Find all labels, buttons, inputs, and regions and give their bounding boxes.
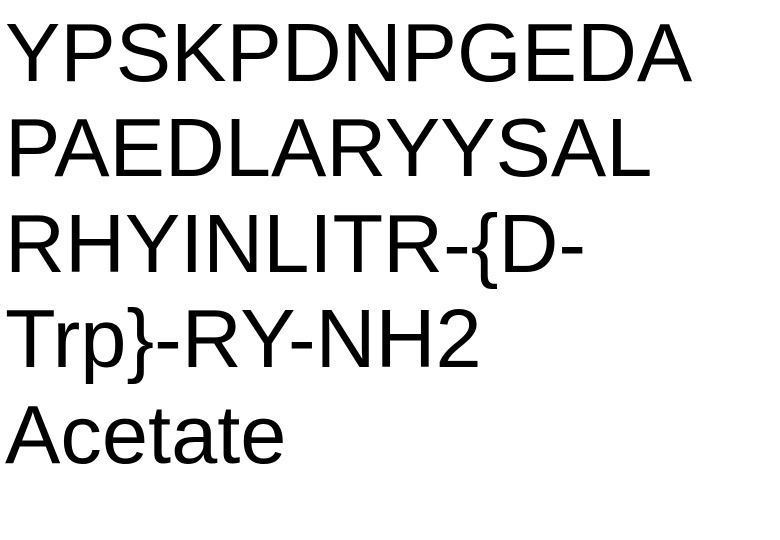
text-line-4: Trp}-RY-NH2 — [5, 292, 482, 385]
text-line-5: Acetate — [5, 388, 286, 481]
text-line-2: PAEDLARYYSAL — [5, 101, 652, 194]
peptide-text-block: YPSKPDNPGEDA PAEDLARYYSAL RHYINLITR-{D- … — [0, 0, 780, 482]
text-line-3: RHYINLITR-{D- — [5, 197, 586, 290]
text-line-1: YPSKPDNPGEDA — [5, 6, 692, 99]
